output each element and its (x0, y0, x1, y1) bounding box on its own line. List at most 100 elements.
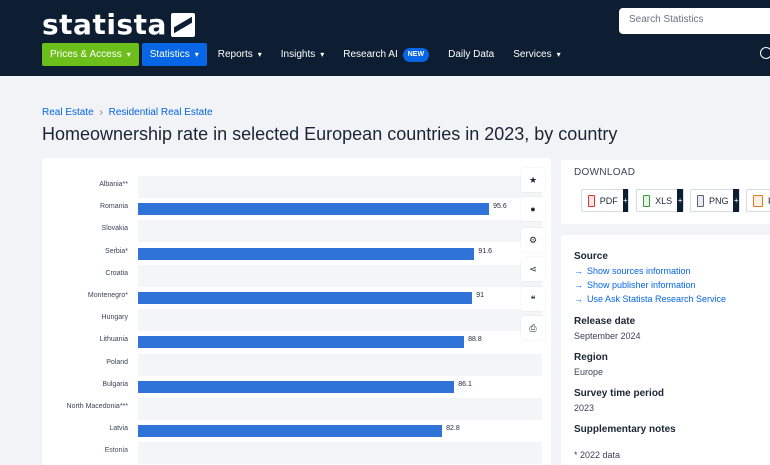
breadcrumb-item-residential[interactable]: Residential Real Estate (108, 107, 213, 118)
plus-icon[interactable]: + (677, 189, 683, 212)
download-pdf-button[interactable]: PDF + (581, 189, 629, 212)
source-heading: Source (574, 251, 608, 262)
show-publisher-link[interactable]: → Show publisher information (574, 280, 696, 290)
nav-label: Statistics (149, 49, 190, 60)
category-label: North Macedonia*** (66, 403, 128, 410)
logo-mark-icon (170, 12, 195, 37)
nav-item-insights[interactable]: Insights ▾ (273, 43, 332, 66)
category-label: Lithuania (99, 336, 128, 344)
nav-label: Services (513, 49, 552, 60)
ask-research-link[interactable]: → Use Ask Statista Research Service (574, 294, 726, 304)
bar[interactable] (138, 380, 455, 393)
row-stripe (138, 442, 542, 465)
chart-row: Serbia* 91.6 (42, 243, 542, 265)
statista-logo[interactable]: statista (42, 8, 195, 41)
nav-item-prices-access[interactable]: Prices & Access ▾ (42, 43, 139, 66)
bar[interactable] (138, 203, 490, 216)
share-icon[interactable]: ⋖ (521, 257, 545, 281)
arrow-icon: → (574, 280, 583, 290)
category-label: Romania (99, 203, 128, 211)
download-label: PNG (708, 195, 729, 206)
show-publisher-label: Show publisher information (587, 280, 696, 290)
chart-row: Bulgaria 86.1 (42, 376, 542, 398)
nav-item-research-ai[interactable]: Research AI NEW (335, 43, 437, 66)
chevron-down-icon: ▾ (320, 50, 325, 59)
download-png-button[interactable]: PNG + (690, 189, 740, 212)
file-icon (753, 194, 763, 207)
file-icon (643, 194, 651, 207)
chevron-down-icon: ▾ (257, 50, 262, 59)
download-label: P (768, 196, 770, 206)
nav-label: Daily Data (448, 49, 495, 60)
breadcrumb: Real Estate › Residential Real Estate (42, 107, 213, 118)
plus-icon[interactable]: + (733, 189, 739, 212)
arrow-icon: → (574, 294, 583, 304)
category-label: Albania** (99, 181, 128, 188)
nav-item-services[interactable]: Services ▾ (505, 43, 568, 66)
survey-period-heading: Survey time period (574, 388, 665, 399)
survey-period-value: 2023 (574, 403, 595, 413)
search-input[interactable]: Search Statistics (619, 8, 770, 34)
quote-icon[interactable]: ❝ (521, 287, 545, 311)
value-label: 91 (476, 292, 484, 299)
release-date-value: September 2024 (574, 331, 641, 341)
download-xls-button[interactable]: XLS + (636, 189, 684, 212)
category-label: Bulgaria (102, 380, 128, 388)
nav-item-daily-data[interactable]: Daily Data (440, 43, 502, 66)
region-value: Europe (574, 367, 604, 377)
show-sources-link[interactable]: → Show sources information (574, 266, 691, 276)
row-stripe (138, 176, 542, 198)
plus-icon[interactable]: + (622, 189, 628, 212)
breadcrumb-item-real-estate[interactable]: Real Estate (42, 107, 94, 118)
nav-label: Prices & Access (50, 49, 122, 60)
star-icon[interactable]: ★ (521, 168, 545, 192)
value-label: 88.8 (468, 336, 482, 344)
main-nav: Prices & Access ▾ Statistics ▾ Reports ▾ Insig… (42, 43, 572, 66)
supplementary-notes-heading: Supplementary notes (574, 424, 676, 435)
value-label: 82.8 (446, 425, 460, 433)
bar[interactable] (138, 425, 443, 438)
nav-item-statistics[interactable]: Statistics ▾ (141, 43, 207, 66)
chart-row: Latvia 82.8 (42, 420, 542, 442)
category-label: Serbia* (105, 247, 128, 255)
page-title: Homeownership rate in selected European … (42, 124, 618, 144)
category-label: Latvia (109, 425, 128, 433)
download-title: DOWNLOAD (574, 167, 636, 178)
category-label: Croatia (105, 269, 128, 277)
chevron-down-icon: ▾ (194, 50, 199, 59)
value-label: 95.6 (493, 203, 507, 211)
row-stripe (138, 309, 542, 332)
chart-row: Romania 95.6 (42, 198, 542, 220)
chevron-down-icon: ▾ (556, 50, 561, 59)
breadcrumb-separator: › (99, 107, 103, 118)
file-icon (697, 194, 704, 207)
download-p-button[interactable]: P (746, 189, 770, 212)
category-label: Slovakia (101, 225, 128, 233)
nav-label: Insights (280, 49, 316, 60)
download-panel: DOWNLOAD PDF + XLS + PNG + P (561, 160, 770, 224)
value-label: 91.6 (478, 247, 493, 255)
download-label: PDF (599, 195, 618, 206)
print-icon[interactable]: ⎙ (521, 316, 545, 340)
row-stripe (138, 264, 542, 287)
new-badge: NEW (402, 47, 430, 62)
bar[interactable] (138, 336, 465, 349)
nav-label: Research AI (343, 49, 398, 60)
ask-research-label: Use Ask Statista Research Service (587, 294, 727, 304)
supplementary-notes-value: * 2022 data (574, 450, 621, 460)
bar[interactable] (138, 247, 475, 260)
row-stripe (138, 398, 542, 420)
nav-label: Reports (217, 49, 253, 60)
bar[interactable] (138, 292, 473, 304)
globe-icon[interactable] (760, 47, 770, 59)
logo-text: statista (42, 8, 167, 41)
gear-icon[interactable]: ⚙ (521, 228, 545, 252)
download-label: XLS (655, 195, 673, 206)
row-stripe (138, 353, 542, 376)
chart-row: Montenegro* 91 (42, 287, 542, 309)
top-header: statista Search Statistics Prices & Acce… (0, 0, 770, 76)
nav-item-reports[interactable]: Reports ▾ (210, 43, 270, 66)
bell-icon[interactable]: ● (521, 197, 545, 221)
chevron-down-icon: ▾ (126, 50, 131, 59)
release-date-heading: Release date (574, 316, 636, 327)
